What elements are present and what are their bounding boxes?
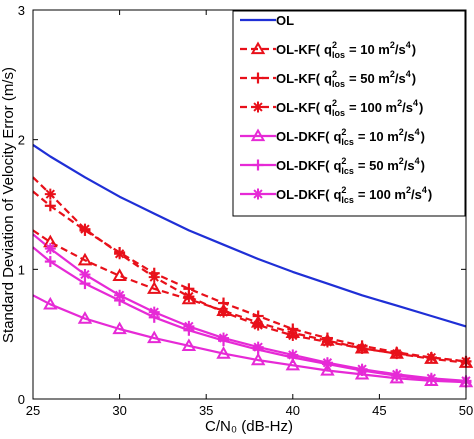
legend-entry-1: OL [240, 13, 294, 28]
series-4-point [79, 223, 91, 235]
series-7-point [114, 289, 126, 301]
legend-marker [252, 159, 264, 171]
series-7-point [79, 269, 91, 281]
legend-marker [252, 72, 264, 84]
legend-marker [252, 101, 264, 113]
legend-marker [250, 41, 266, 55]
legend-label: OL-KF(q2 los = 50 m2/s4) [276, 69, 416, 89]
series-5-point [112, 321, 127, 335]
series-4-point [287, 329, 299, 341]
legend-label: OL-DKF(q2 lcs = 50 m2/s4) [276, 156, 425, 176]
series-4-point [356, 342, 368, 354]
x-tick-label: 50 [459, 403, 473, 418]
y-tick-label: 1 [18, 262, 25, 277]
series-2-point [147, 281, 162, 294]
legend-marker [250, 128, 266, 142]
series-6-point [44, 256, 56, 268]
series-2-point [77, 252, 93, 266]
series-7-point [44, 243, 56, 255]
plot-markers [43, 188, 474, 388]
series-7-point [391, 368, 403, 380]
series-line-7 [32, 233, 467, 382]
series-7-point [425, 372, 437, 384]
plot-lines [32, 143, 467, 384]
series-4-point [183, 291, 195, 303]
legend-label: OL-KF(q2 los = 10 m2/s4) [276, 40, 416, 60]
legend-label: OL [276, 13, 294, 28]
series-4-point [321, 336, 333, 348]
series-5-point [285, 357, 301, 371]
series-7-point [287, 349, 299, 361]
series-5-point [354, 366, 370, 380]
series-line-4 [32, 176, 467, 363]
series-3-point [44, 200, 56, 212]
legend-box [232, 10, 466, 217]
series-line-2 [32, 229, 467, 364]
legend-entry-4: OL-KF(q2 los = 100 m2/s4) [240, 98, 423, 118]
series-4-point [252, 319, 264, 331]
series-5-point [147, 330, 162, 344]
x-tick-label: 45 [372, 403, 386, 418]
y-tick-label: 3 [18, 3, 25, 18]
series-7-point [252, 341, 264, 353]
legend-entry-5: OL-DKF(q2 lcs = 10 m2/s4) [240, 127, 425, 147]
series-4-point [148, 271, 160, 283]
legend-label: OL-DKF(q2 lcs = 10 m2/s4) [276, 127, 425, 147]
plot-frame [32, 9, 467, 400]
x-tick-label: 25 [26, 403, 40, 418]
series-2-point [112, 268, 127, 281]
x-axis-ticks: 25 30 35 40 45 50 [26, 10, 473, 418]
series-line-5 [32, 294, 467, 384]
legend-entry-3: OL-KF(q2 los = 50 m2/s4) [240, 69, 416, 89]
legend: OL OL-KF(q2 los = 10 m2/s4) OL-KF(q2 los = 50 … [232, 10, 466, 217]
series-7-point [148, 306, 160, 318]
series-line-1 [32, 143, 467, 328]
series-7-point [321, 357, 333, 369]
y-tick-label: 2 [18, 133, 25, 148]
x-tick-label: 30 [112, 403, 126, 418]
series-7-point [218, 332, 230, 344]
legend-marker [252, 188, 264, 200]
series-4-point [114, 248, 126, 260]
series-5-point [43, 296, 58, 310]
x-axis-title: C/N₀ (dB-Hz) [205, 418, 293, 435]
series-5-point [77, 311, 93, 324]
y-axis-title: Standard Deviation of Velocity Error (m/… [0, 67, 17, 343]
series-7-point [183, 320, 195, 332]
x-tick-label: 40 [286, 403, 300, 418]
y-tick-label: 0 [18, 392, 25, 407]
legend-label: OL-DKF(q2 lcs = 100 m2/s4) [276, 185, 432, 205]
series-4-point [391, 348, 403, 360]
series-4-point [218, 306, 230, 318]
series-4-point [425, 352, 437, 364]
series-4-point [44, 188, 56, 200]
series-line-6 [32, 246, 467, 384]
series-line-3 [32, 190, 467, 363]
x-tick-label: 35 [199, 403, 213, 418]
legend-entry-2: OL-KF(q2 los = 10 m2/s4) [240, 40, 416, 60]
legend-entry-7: OL-DKF(q2 lcs = 100 m2/s4) [240, 185, 432, 205]
y-axis-ticks: 0 1 2 3 [18, 3, 466, 407]
legend-label: OL-KF(q2 los = 100 m2/s4) [276, 98, 423, 118]
series-5-point [181, 338, 197, 351]
series-5-point [216, 346, 231, 359]
series-5-point [320, 362, 335, 376]
legend-entry-6: OL-DKF(q2 lcs = 50 m2/s4) [240, 156, 425, 176]
series-7-point [356, 363, 368, 375]
series-5-point [250, 352, 266, 366]
